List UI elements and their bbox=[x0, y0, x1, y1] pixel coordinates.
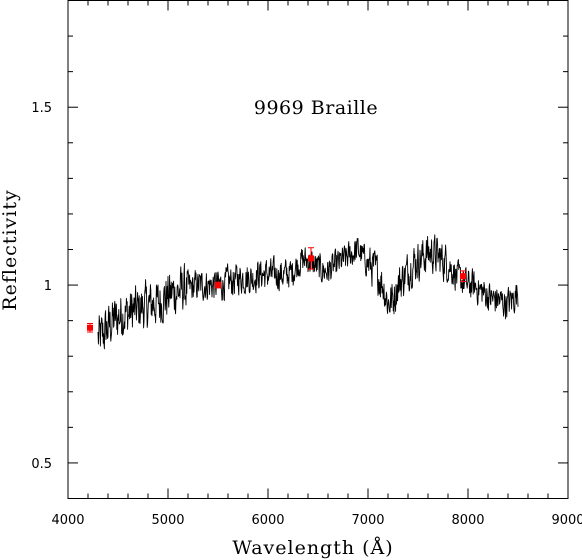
plot-frame bbox=[67, 0, 569, 499]
tick-labels: 4000 5000 6000 7000 8000 9000 0.5 1 1.5 bbox=[31, 101, 582, 528]
y-tick-label: 1 bbox=[44, 279, 52, 294]
x-tick-label: 6000 bbox=[251, 513, 284, 528]
chart-title: 9969 Braille bbox=[254, 97, 378, 119]
y-tick-label: 0.5 bbox=[31, 457, 52, 472]
photometry-point bbox=[460, 273, 466, 280]
photometry-point bbox=[308, 255, 314, 262]
x-tick-label: 8000 bbox=[451, 513, 484, 528]
spectrum-line bbox=[97, 234, 519, 350]
photometry-point bbox=[215, 282, 221, 289]
photometry-point bbox=[87, 324, 93, 331]
x-tick-label: 5000 bbox=[151, 513, 184, 528]
x-tick-label: 9000 bbox=[551, 513, 582, 528]
x-axis-label: Wavelength (Å) bbox=[232, 537, 393, 559]
plot-data bbox=[87, 234, 519, 350]
axis-ticks bbox=[67, 0, 569, 499]
x-tick-label: 7000 bbox=[351, 513, 384, 528]
y-axis-label: Reflectivity bbox=[0, 189, 21, 310]
y-tick-label: 1.5 bbox=[31, 101, 52, 116]
x-tick-label: 4000 bbox=[51, 513, 84, 528]
